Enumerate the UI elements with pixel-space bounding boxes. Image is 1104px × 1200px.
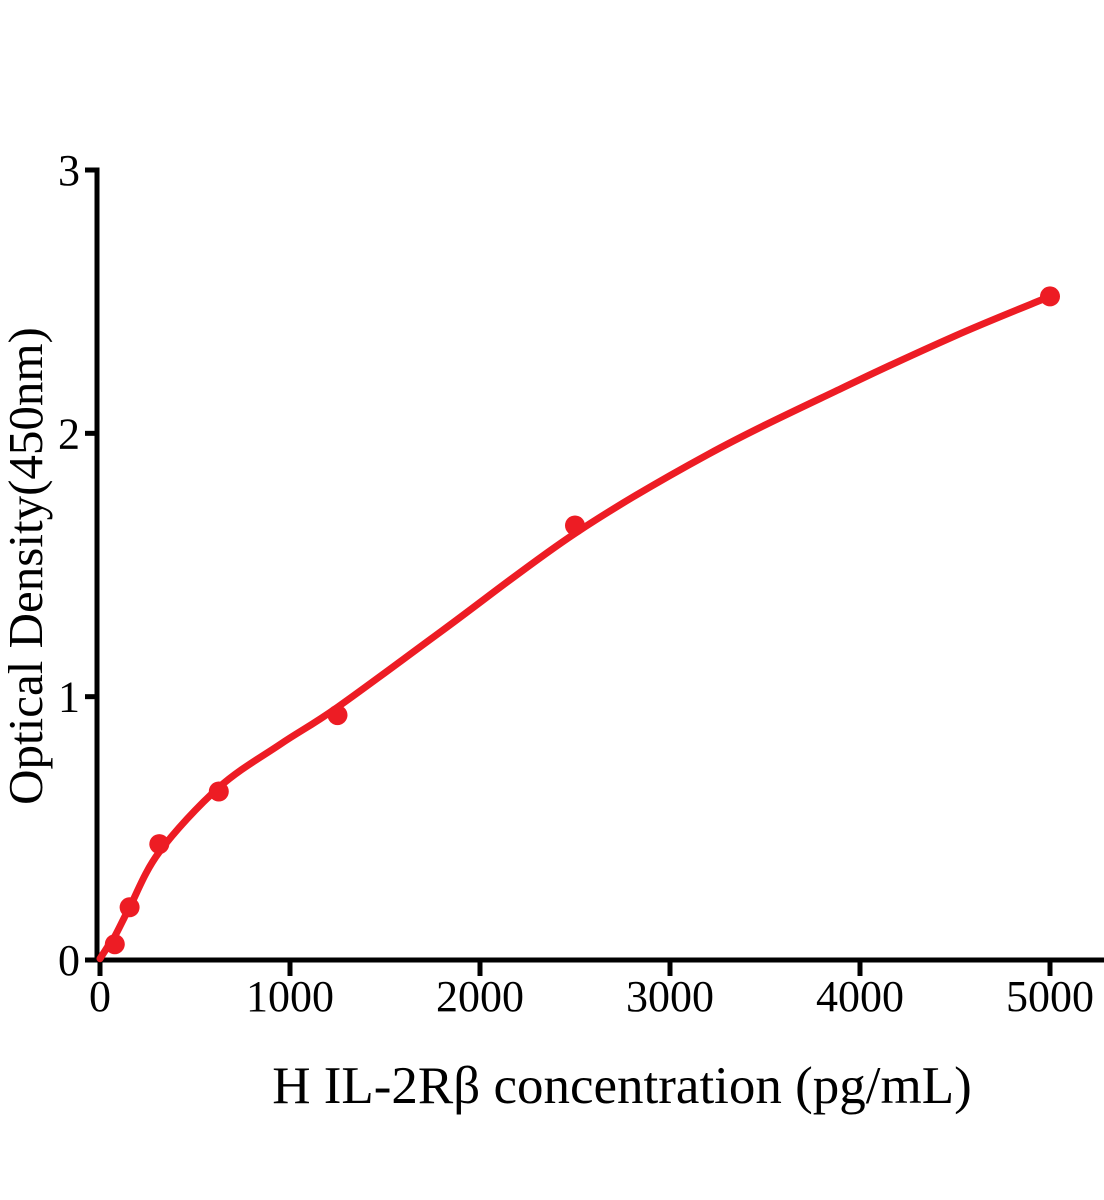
data-point bbox=[149, 834, 170, 855]
data-point bbox=[565, 515, 585, 536]
axes-layer: 0 1 2 3 0 1000 2000 3000 4000 5000 bbox=[58, 146, 1104, 1021]
data-point bbox=[327, 705, 348, 726]
x-tick-label: 2000 bbox=[436, 972, 524, 1021]
x-tick-label: 5000 bbox=[1006, 972, 1094, 1021]
data-point bbox=[119, 897, 140, 918]
y-tick-label: 2 bbox=[58, 409, 80, 458]
y-tick-label: 1 bbox=[58, 673, 80, 722]
x-tick-label: 4000 bbox=[816, 972, 904, 1021]
plot-layer bbox=[96, 286, 1060, 963]
data-point bbox=[208, 781, 229, 802]
data-point bbox=[104, 934, 125, 955]
data-point bbox=[1040, 286, 1060, 307]
y-axis-title: Optical Density(450nm) bbox=[0, 327, 53, 805]
x-tick-label: 1000 bbox=[246, 972, 334, 1021]
y-tick-label: 3 bbox=[58, 146, 80, 195]
y-tick-label: 0 bbox=[58, 936, 80, 985]
x-tick-label: 3000 bbox=[626, 972, 714, 1021]
x-tick-label: 0 bbox=[89, 972, 111, 1021]
fit-curve bbox=[96, 292, 1054, 963]
x-axis-title: H IL-2Rβ concentration (pg/mL) bbox=[272, 1057, 972, 1115]
